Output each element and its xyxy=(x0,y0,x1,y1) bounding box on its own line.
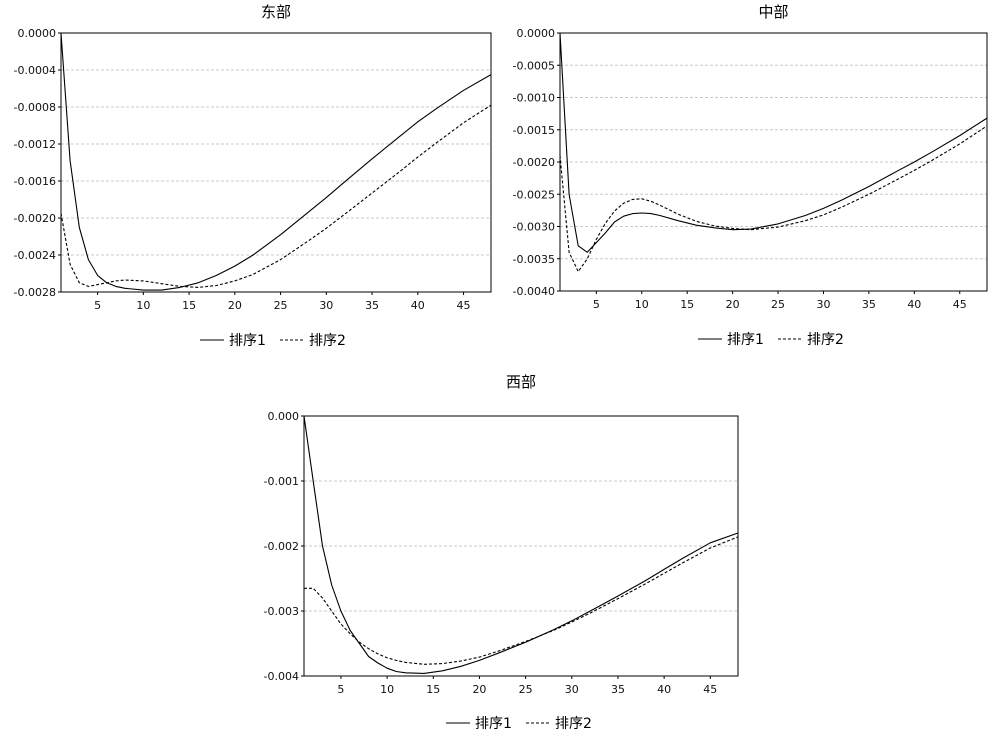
y-tick-label: -0.0016 xyxy=(14,175,56,188)
y-tick-label: -0.0005 xyxy=(513,59,555,72)
legend-label: 排序2 xyxy=(807,332,844,348)
legend-label: 排序1 xyxy=(727,332,764,348)
y-tick-label: -0.004 xyxy=(264,670,299,683)
y-tick-label: -0.0028 xyxy=(14,286,56,299)
x-tick-label: 30 xyxy=(319,299,333,312)
y-tick-label: -0.0012 xyxy=(14,138,56,151)
series-line-排序1 xyxy=(60,32,492,291)
x-tick-label: 10 xyxy=(136,299,150,312)
chart-title: 西部 xyxy=(506,373,536,391)
series-line-排序2 xyxy=(60,104,492,288)
plot-frame xyxy=(303,415,739,677)
x-tick-label: 35 xyxy=(611,683,625,696)
chart-1: 东部 0.0000 -0.0004 -0.0008 -0.0012 -0.0016 -0.0… xyxy=(14,3,492,349)
x-tick-label: 25 xyxy=(519,683,533,696)
y-tick-label: -0.0008 xyxy=(14,101,56,114)
x-tick-label: 20 xyxy=(228,299,242,312)
legend: 排序1 排序2 xyxy=(446,716,592,732)
x-tick-label: 30 xyxy=(816,298,830,311)
x-tick-label: 5 xyxy=(337,683,344,696)
y-tick-label: -0.0004 xyxy=(14,64,56,77)
y-tick-label: 0.000 xyxy=(268,410,300,423)
legend-label: 排序1 xyxy=(475,716,512,732)
legend-label: 排序1 xyxy=(229,333,266,349)
chart-title: 东部 xyxy=(261,3,291,21)
y-tick-label: -0.0020 xyxy=(14,212,56,225)
series-line-排序1 xyxy=(303,415,739,674)
chart-2: 中部 0.0000 -0.0005 -0.0010 -0.0015 -0.0020 -0.0… xyxy=(513,3,988,348)
y-tick-label: 0.0000 xyxy=(18,27,57,40)
legend: 排序1 排序2 xyxy=(698,332,844,348)
x-tick-label: 10 xyxy=(635,298,649,311)
y-tick-label: -0.0025 xyxy=(513,188,555,201)
x-tick-label: 5 xyxy=(94,299,101,312)
x-tick-label: 40 xyxy=(907,298,921,311)
legend-label: 排序2 xyxy=(309,333,346,349)
y-tick-label: -0.0035 xyxy=(513,253,555,266)
x-tick-label: 35 xyxy=(862,298,876,311)
y-tick-label: -0.0024 xyxy=(14,249,56,262)
x-tick-label: 45 xyxy=(703,683,717,696)
series-line-排序2 xyxy=(304,536,739,665)
y-tick-label: -0.002 xyxy=(264,540,299,553)
plot-frame xyxy=(60,32,492,293)
x-tick-label: 25 xyxy=(771,298,785,311)
y-tick-label: -0.0020 xyxy=(513,156,555,169)
y-tick-label: 0.0000 xyxy=(517,27,556,40)
x-tick-label: 40 xyxy=(411,299,425,312)
chart-3: 西部 0.000 -0.001 -0.002 -0.003 -0.004 5 10 15 20 25… xyxy=(264,373,739,732)
plot-frame xyxy=(559,32,988,292)
x-tick-label: 45 xyxy=(457,299,471,312)
legend-label: 排序2 xyxy=(555,716,592,732)
x-tick-label: 15 xyxy=(182,299,196,312)
x-tick-label: 20 xyxy=(726,298,740,311)
x-tick-label: 35 xyxy=(365,299,379,312)
y-tick-label: -0.0040 xyxy=(513,285,555,298)
x-tick-label: 5 xyxy=(593,298,600,311)
y-tick-label: -0.0030 xyxy=(513,221,555,234)
x-tick-label: 10 xyxy=(380,683,394,696)
x-tick-label: 20 xyxy=(472,683,486,696)
y-tick-label: -0.0010 xyxy=(513,92,555,105)
y-tick-label: -0.001 xyxy=(264,475,299,488)
x-tick-label: 25 xyxy=(274,299,288,312)
series-line-排序1 xyxy=(559,32,988,253)
x-tick-label: 30 xyxy=(565,683,579,696)
x-tick-label: 15 xyxy=(680,298,694,311)
chart-title: 中部 xyxy=(758,3,788,21)
legend: 排序1 排序2 xyxy=(200,333,346,349)
y-tick-label: -0.003 xyxy=(264,605,299,618)
series-line-排序2 xyxy=(559,125,988,273)
x-tick-label: 15 xyxy=(426,683,440,696)
y-tick-label: -0.0015 xyxy=(513,124,555,137)
x-tick-label: 45 xyxy=(953,298,967,311)
x-tick-label: 40 xyxy=(657,683,671,696)
